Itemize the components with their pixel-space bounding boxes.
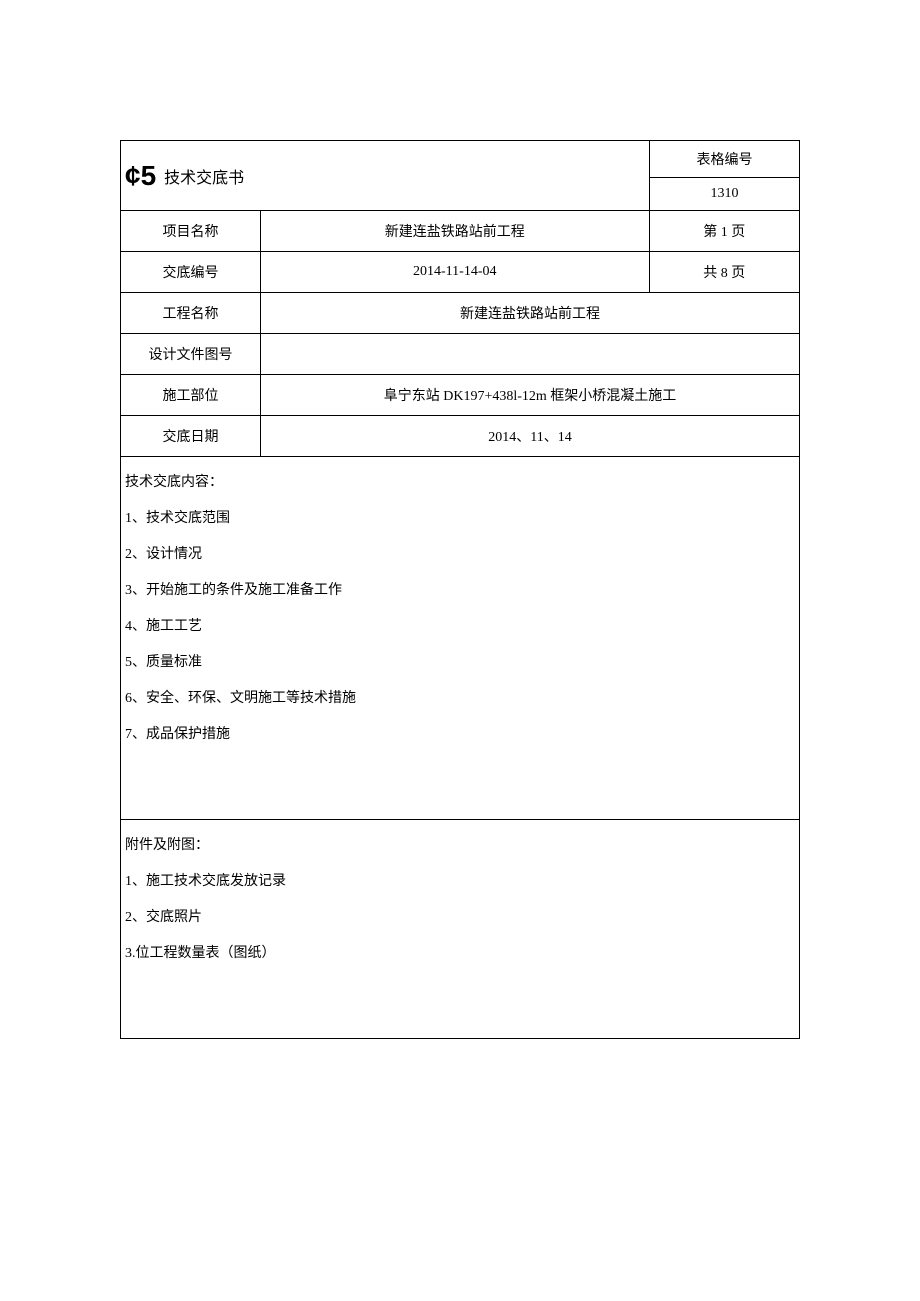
document-container: ¢5 技术交底书 表格编号 1310 项目名称 新建连盐铁路站前工程 第 1 页… <box>120 140 800 1039</box>
content-item: 2、设计情况 <box>125 543 795 563</box>
header-row: ¢5 技术交底书 表格编号 1310 <box>120 141 799 211</box>
doc-title: 技术交底书 <box>164 164 244 188</box>
const-part-label: 施工部位 <box>121 375 261 416</box>
design-doc-label: 设计文件图号 <box>121 334 261 375</box>
date-value: 2014、11、14 <box>261 416 800 457</box>
const-part-value: 阜宁东站 DK197+438l-12m 框架小桥混凝土施工 <box>261 375 800 416</box>
eng-name-value: 新建连盐铁路站前工程 <box>261 293 800 334</box>
page-indicator: 第 1 页 <box>649 211 799 252</box>
table-row: 项目名称 新建连盐铁路站前工程 第 1 页 <box>121 211 800 252</box>
total-pages: 共 8 页 <box>649 252 799 293</box>
table-row: 设计文件图号 <box>121 334 800 375</box>
attachment-item: 3.位工程数量表（图纸） <box>125 942 795 962</box>
form-label: 表格编号 <box>650 141 799 178</box>
eng-name-label: 工程名称 <box>121 293 261 334</box>
content-item: 1、技术交底范围 <box>125 507 795 527</box>
logo: ¢5 <box>125 162 156 190</box>
table-row: 交底编号 2014-11-14-04 共 8 页 <box>121 252 800 293</box>
date-label: 交底日期 <box>121 416 261 457</box>
content-item: 6、安全、环保、文明施工等技术措施 <box>125 687 795 707</box>
disclosure-num-label: 交底编号 <box>121 252 261 293</box>
content-item: 7、成品保护措施 <box>125 723 795 743</box>
table-row: 交底日期 2014、11、14 <box>121 416 800 457</box>
content-section: 技术交底内容： 1、技术交底范围 2、设计情况 3、开始施工的条件及施工准备工作… <box>120 457 799 820</box>
project-name-value: 新建连盐铁路站前工程 <box>261 211 650 252</box>
content-item: 3、开始施工的条件及施工准备工作 <box>125 579 795 599</box>
attachment-item: 2、交底照片 <box>125 906 795 926</box>
form-number: 1310 <box>650 178 799 210</box>
table-row: 施工部位 阜宁东站 DK197+438l-12m 框架小桥混凝土施工 <box>121 375 800 416</box>
design-doc-value <box>261 334 800 375</box>
project-name-label: 项目名称 <box>121 211 261 252</box>
info-table: 项目名称 新建连盐铁路站前工程 第 1 页 交底编号 2014-11-14-04… <box>120 211 799 457</box>
content-item: 4、施工工艺 <box>125 615 795 635</box>
attachment-section: 附件及附图： 1、施工技术交底发放记录 2、交底照片 3.位工程数量表（图纸） <box>120 820 799 1039</box>
header-right: 表格编号 1310 <box>649 141 799 210</box>
attachment-heading: 附件及附图： <box>125 834 795 854</box>
content-item: 5、质量标准 <box>125 651 795 671</box>
header-left: ¢5 技术交底书 <box>120 141 649 210</box>
content-heading: 技术交底内容： <box>125 471 795 491</box>
table-row: 工程名称 新建连盐铁路站前工程 <box>121 293 800 334</box>
attachment-item: 1、施工技术交底发放记录 <box>125 870 795 890</box>
disclosure-num-value: 2014-11-14-04 <box>261 252 650 293</box>
